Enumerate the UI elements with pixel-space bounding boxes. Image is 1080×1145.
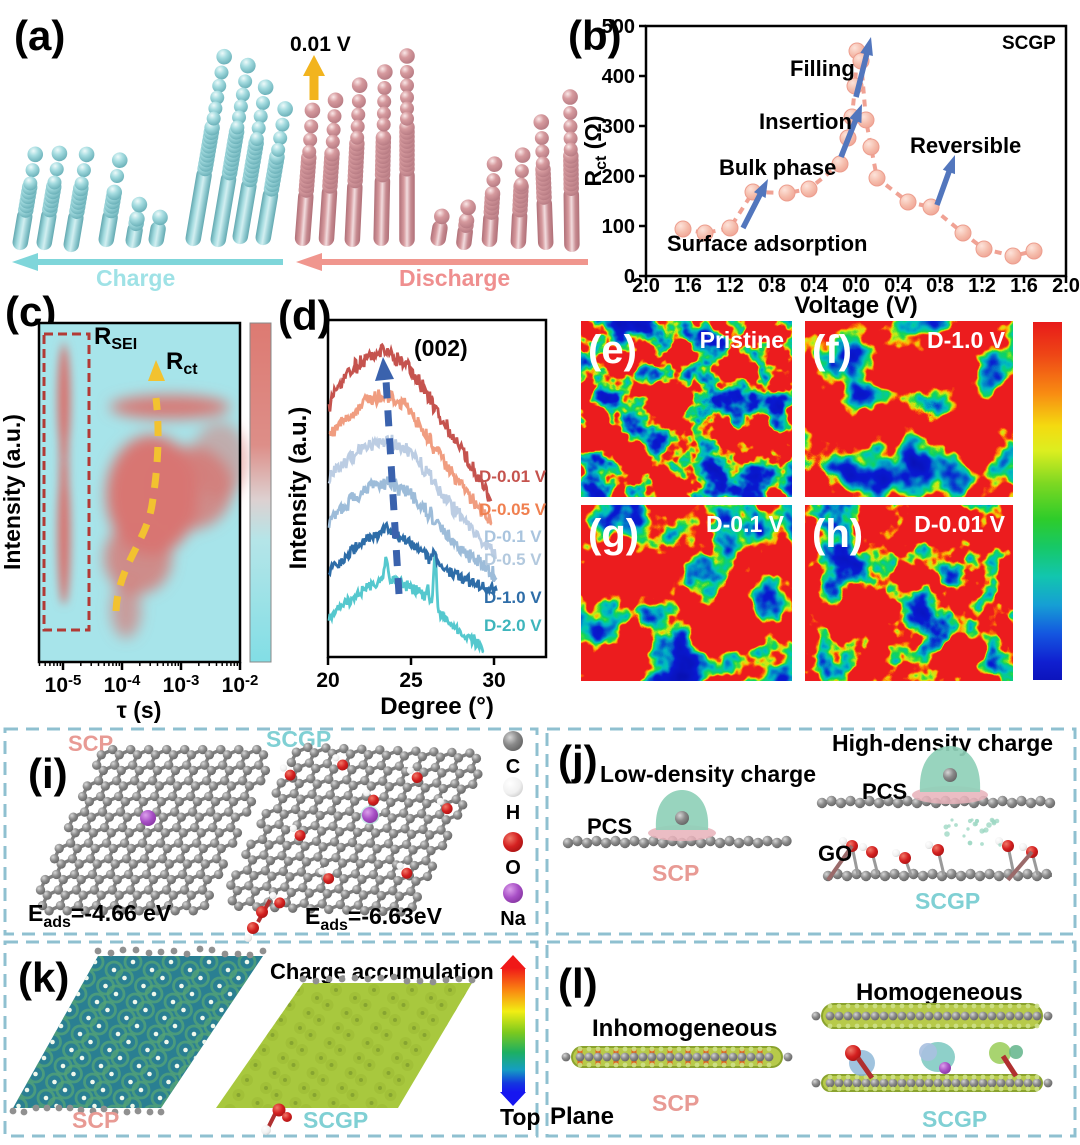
svg-text:0.8: 0.8 (926, 275, 954, 297)
svg-text:D-0.01 V: D-0.01 V (914, 511, 1005, 537)
svg-text:Na: Na (500, 908, 526, 930)
svg-text:25: 25 (399, 669, 423, 692)
svg-text:Low-density charge: Low-density charge (600, 761, 816, 787)
svg-text:SCP: SCP (72, 1107, 119, 1133)
svg-text:30: 30 (482, 669, 505, 692)
svg-text:C: C (506, 756, 520, 778)
svg-text:(g): (g) (588, 512, 639, 556)
svg-text:2.0: 2.0 (1052, 275, 1080, 297)
svg-text:(002): (002) (414, 335, 468, 361)
svg-text:10-4: 10-4 (104, 672, 141, 697)
svg-text:SCGP: SCGP (1002, 33, 1056, 54)
svg-text:Intensity (a.u.): Intensity (a.u.) (285, 407, 312, 570)
svg-text:1.2: 1.2 (716, 275, 744, 297)
svg-text:20: 20 (316, 669, 339, 692)
svg-text:SCP: SCP (652, 860, 699, 886)
svg-text:D-2.0 V: D-2.0 V (484, 616, 542, 635)
svg-text:0.4: 0.4 (800, 275, 829, 297)
svg-text:2.0: 2.0 (632, 275, 660, 297)
svg-text:200: 200 (602, 166, 635, 188)
svg-text:D-0.5 V: D-0.5 V (484, 550, 542, 569)
svg-text:D-1.0 V: D-1.0 V (927, 327, 1006, 353)
svg-text:1.6: 1.6 (1010, 275, 1038, 297)
svg-text:(a): (a) (14, 12, 65, 59)
svg-text:400: 400 (602, 66, 635, 88)
svg-text:10-5: 10-5 (45, 672, 82, 697)
svg-text:Eads=-4.66 eV: Eads=-4.66 eV (28, 900, 172, 931)
svg-text:(i): (i) (28, 750, 68, 797)
svg-text:(l): (l) (558, 960, 598, 1007)
svg-text:D-0.05 V: D-0.05 V (479, 500, 547, 519)
svg-text:1.6: 1.6 (674, 275, 702, 297)
svg-text:Surface adsorption: Surface adsorption (667, 231, 867, 256)
svg-text:(j): (j) (558, 737, 598, 784)
svg-text:0.0: 0.0 (842, 275, 870, 297)
svg-text:Reversible: Reversible (910, 133, 1021, 158)
svg-text:SCP: SCP (652, 1090, 699, 1116)
svg-text:Intensity (a.u.): Intensity (a.u.) (0, 414, 25, 570)
svg-text:PCS: PCS (587, 814, 632, 839)
svg-text:Inhomogeneous: Inhomogeneous (592, 1015, 777, 1042)
svg-text:(k): (k) (18, 954, 69, 1001)
svg-text:Charge: Charge (96, 265, 175, 291)
svg-text:(b): (b) (568, 12, 622, 59)
svg-text:(h): (h) (812, 512, 863, 556)
svg-text:Discharge: Discharge (399, 265, 510, 291)
svg-text:0.01 V: 0.01 V (290, 33, 351, 56)
svg-text:D-1.0 V: D-1.0 V (484, 588, 542, 607)
svg-text:100: 100 (602, 216, 635, 238)
svg-text:1.2: 1.2 (968, 275, 996, 297)
svg-text:0: 0 (624, 266, 635, 288)
svg-text:(d): (d) (278, 292, 332, 339)
svg-text:Top: Top (500, 1104, 540, 1130)
svg-text:H: H (506, 802, 520, 824)
svg-text:D-0.1 V: D-0.1 V (484, 527, 542, 546)
svg-text:SCGP: SCGP (266, 726, 331, 752)
svg-text:10-3: 10-3 (163, 672, 200, 697)
svg-text:Rct (Ω): Rct (Ω) (580, 115, 610, 186)
svg-text:D-0.1 V: D-0.1 V (706, 511, 785, 537)
svg-text:0.4: 0.4 (884, 275, 913, 297)
svg-text:SCGP: SCGP (915, 888, 980, 914)
svg-text:Plane: Plane (550, 1103, 614, 1130)
svg-text:O: O (505, 857, 521, 879)
svg-text:0.8: 0.8 (758, 275, 786, 297)
svg-text:τ (s): τ (s) (117, 697, 162, 723)
svg-text:Homogeneous: Homogeneous (856, 979, 1023, 1006)
svg-text:300: 300 (602, 116, 635, 138)
svg-text:SCGP: SCGP (303, 1107, 368, 1133)
svg-text:GO: GO (818, 841, 852, 866)
svg-text:10-2: 10-2 (222, 672, 259, 697)
svg-text:500: 500 (602, 16, 635, 38)
svg-text:SCGP: SCGP (922, 1106, 987, 1132)
svg-text:PCS: PCS (862, 779, 907, 804)
svg-text:Voltage (V): Voltage (V) (794, 292, 918, 319)
svg-text:Rct: Rct (166, 348, 198, 378)
svg-text:Insertion: Insertion (759, 109, 852, 134)
svg-text:D-0.01 V: D-0.01 V (479, 467, 547, 486)
svg-text:Degree (°): Degree (°) (380, 693, 494, 720)
svg-text:Pristine: Pristine (700, 327, 784, 353)
svg-text:Bulk phase: Bulk phase (719, 155, 836, 180)
svg-text:(f): (f) (812, 328, 852, 372)
svg-text:(e): (e) (588, 328, 637, 372)
svg-text:Filling: Filling (790, 56, 855, 81)
